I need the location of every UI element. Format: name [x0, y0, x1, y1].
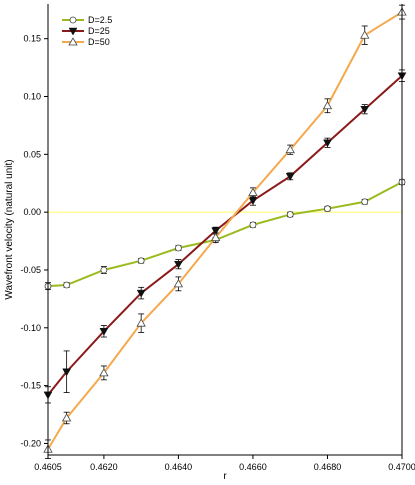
data-point	[68, 37, 78, 46]
x-tick-label: 0.4680	[314, 462, 342, 472]
data-point	[100, 266, 108, 274]
data-point	[173, 260, 183, 269]
data-point	[323, 139, 332, 148]
series-d-50	[43, 4, 407, 459]
data-point	[360, 30, 370, 39]
y-tick-label: 0.10	[23, 92, 41, 102]
legend: D=2.5D=25D=50	[62, 15, 112, 47]
y-tick-label: -0.20	[20, 438, 41, 448]
y-tick-label: -0.15	[20, 381, 41, 391]
x-tick-label: 0.4605	[34, 462, 62, 472]
data-point	[99, 368, 109, 377]
data-point	[285, 144, 295, 154]
legend-label: D=25	[88, 26, 110, 36]
legend-entry: D=2.5	[62, 15, 112, 25]
data-point	[61, 413, 72, 422]
data-point	[137, 257, 145, 265]
data-point	[211, 227, 221, 236]
y-tick-label: 0.15	[23, 34, 41, 44]
x-tick-label: 0.4700	[388, 462, 415, 472]
data-point	[210, 232, 221, 241]
x-tick-label: 0.4640	[165, 462, 193, 472]
data-point	[322, 100, 333, 110]
x-tick-label: 0.4620	[90, 462, 118, 472]
y-tick-label: 0.05	[23, 149, 41, 159]
legend-entry: D=25	[62, 26, 110, 36]
data-point	[68, 27, 78, 36]
y-tick-label: -0.05	[20, 265, 41, 275]
plot-frame	[48, 4, 402, 455]
y-tick-label: -0.10	[20, 323, 41, 333]
data-point	[136, 318, 146, 327]
legend-entry: D=50	[62, 37, 110, 47]
legend-label: D=2.5	[88, 15, 112, 25]
data-point	[286, 211, 294, 218]
x-axis-title: r	[223, 471, 227, 482]
y-axis-title: Wavefront velocity (natural unit)	[4, 159, 15, 299]
data-point	[63, 281, 71, 289]
y-tick-label: 0.00	[23, 207, 41, 217]
legend-label: D=50	[88, 37, 110, 47]
data-point	[248, 187, 258, 196]
data-point	[62, 368, 72, 377]
axes-layer: -0.20 -0.15 -0.10 -0.05 0.00 0.05 0.10 0.15 0.46…	[20, 4, 415, 472]
data-point	[136, 289, 146, 298]
data-point	[324, 205, 331, 213]
data-point	[173, 279, 184, 288]
data-point	[99, 328, 109, 336]
data-point	[249, 221, 257, 229]
data-point	[69, 16, 77, 24]
data-point	[285, 173, 295, 181]
x-tick-label: 0.4660	[239, 462, 267, 472]
data-point	[175, 244, 182, 252]
plot-area	[48, 4, 402, 455]
data-point	[248, 197, 258, 206]
data-point	[361, 198, 369, 206]
data-point	[360, 105, 370, 114]
